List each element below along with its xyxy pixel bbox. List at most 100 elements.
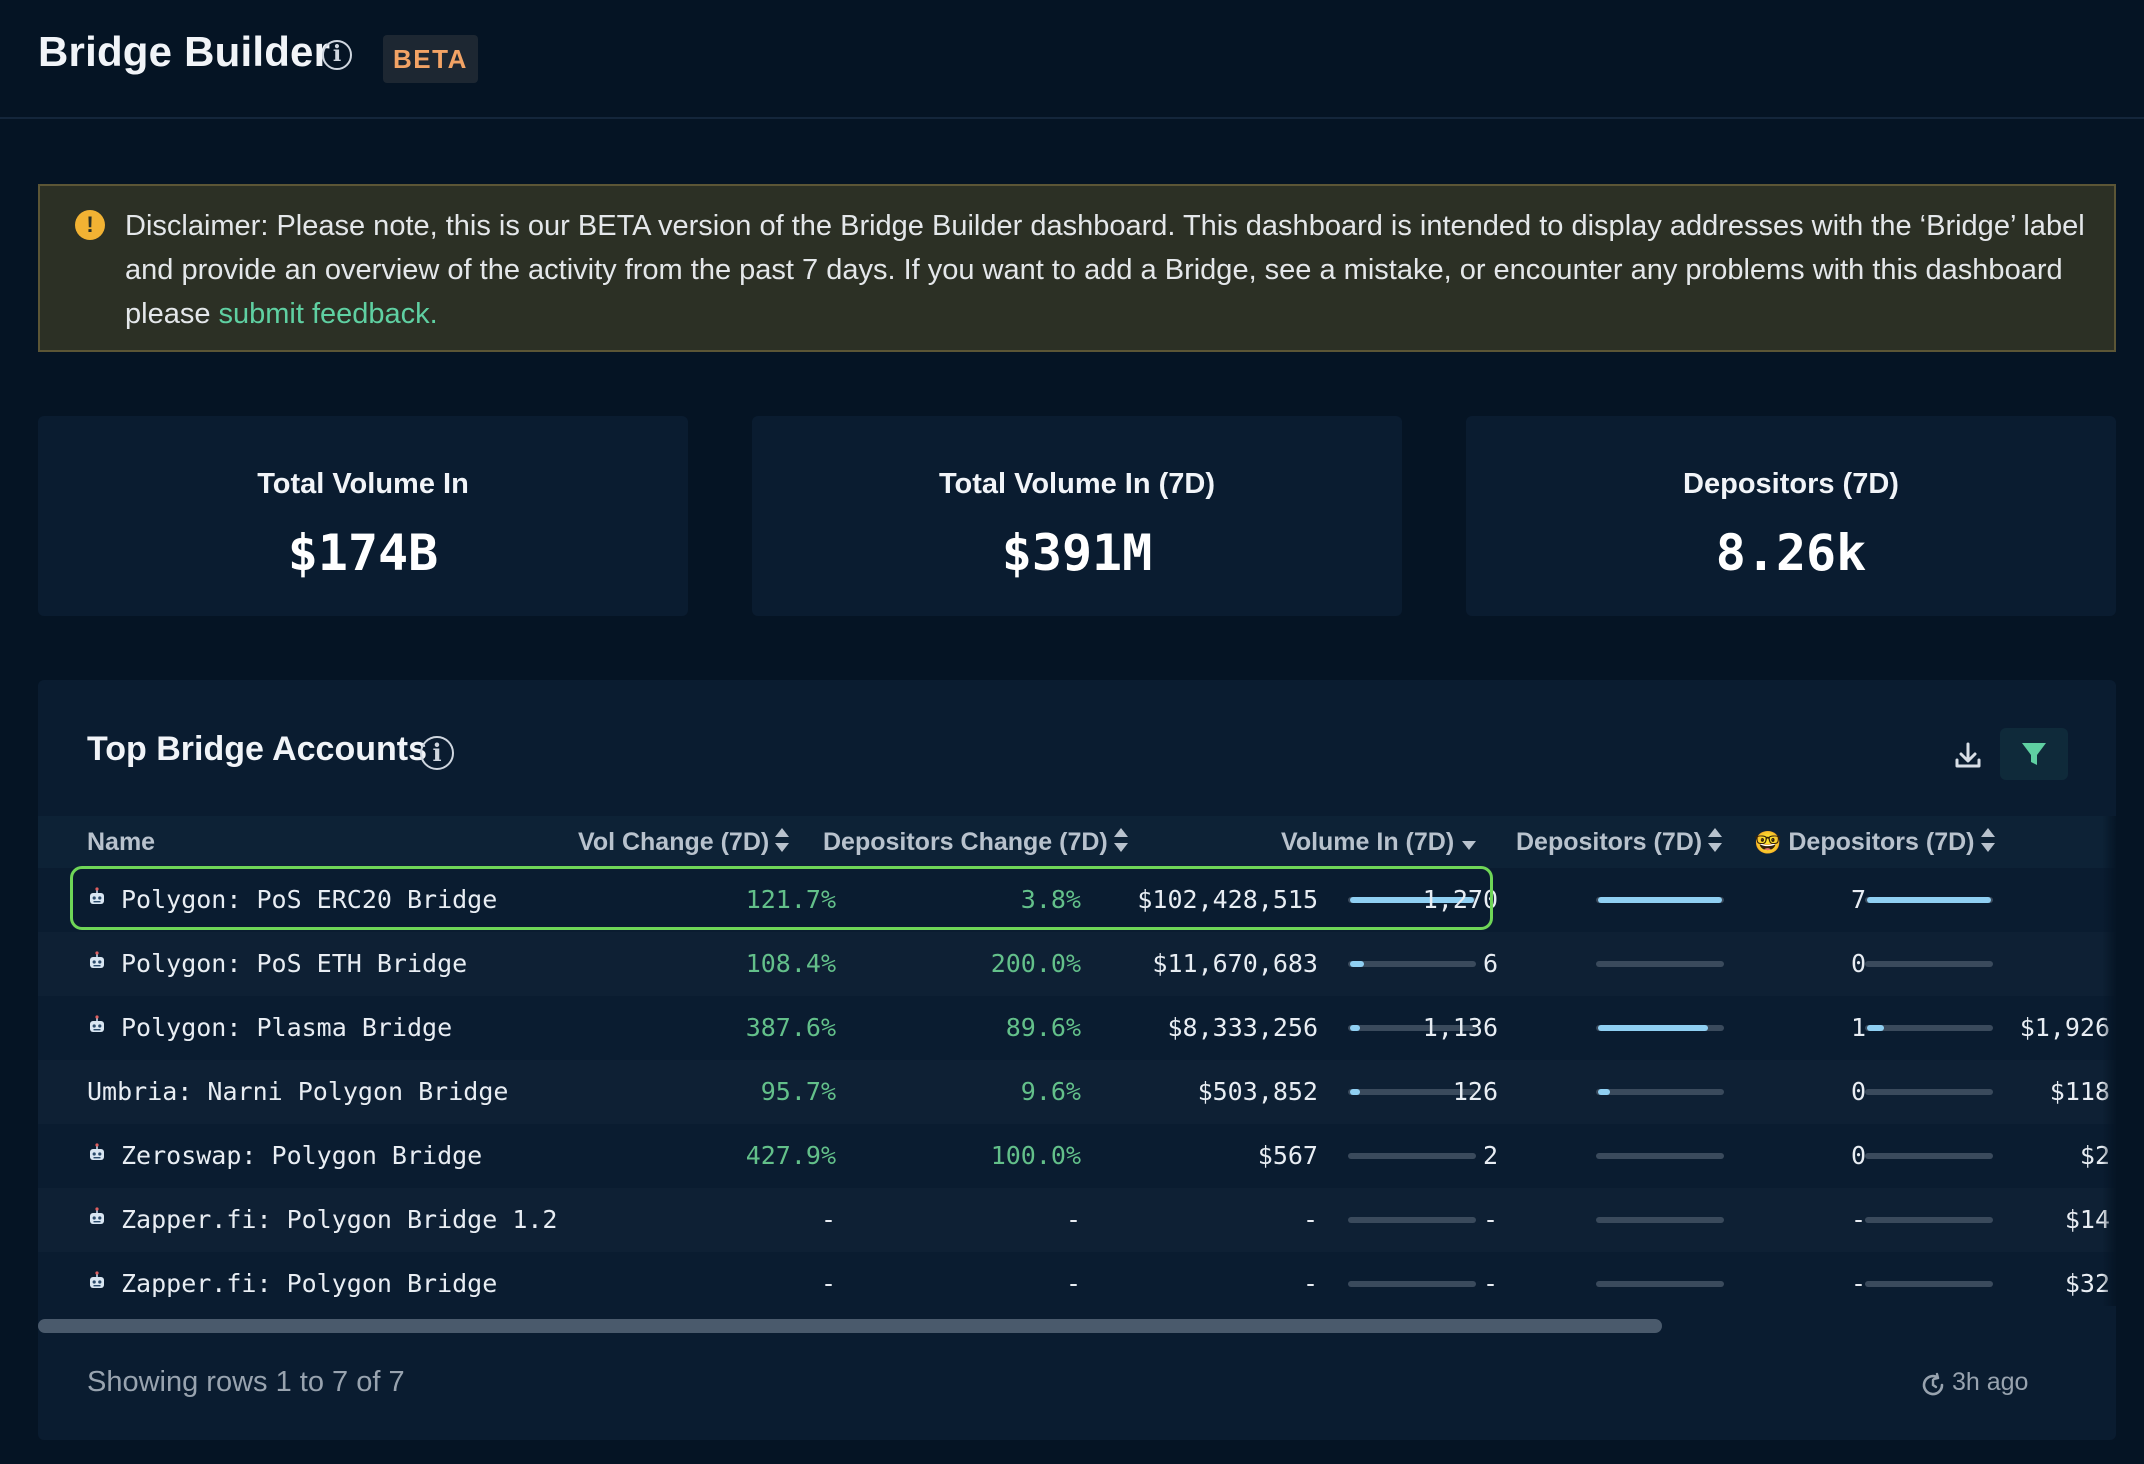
smart-depositors-value: 0 — [1850, 949, 1866, 978]
volume-in-value: $503,852 — [1197, 1077, 1318, 1106]
stat-label: Total Volume In (7D) — [938, 468, 1216, 500]
depositors-value: 126 — [1452, 1077, 1498, 1106]
download-icon[interactable] — [1946, 734, 1990, 778]
smart-depositors-bar — [1865, 1281, 1993, 1287]
col-header-volume-in[interactable]: Volume In (7D) — [1281, 816, 1477, 868]
stat-card-total-volume-7d: Total Volume In (7D) $391M — [752, 416, 1402, 616]
bridge-name[interactable]: Zapper.fi: Polygon Bridge 1.2 — [87, 1188, 558, 1252]
depositors-bar-fill — [1598, 897, 1722, 903]
vol-change-value: 427.9% — [745, 1141, 836, 1170]
horizontal-scrollbar[interactable] — [38, 1319, 2116, 1335]
col-header-depositors[interactable]: Depositors (7D) — [1516, 816, 1723, 868]
last-updated: 3h ago — [1952, 1368, 2029, 1396]
depositors-bar — [1596, 1025, 1724, 1031]
col-header-label: Depositors (7D) — [1516, 828, 1703, 856]
sort-icon — [1113, 828, 1128, 854]
smart-depositors-bar — [1865, 961, 1993, 967]
stat-value: $391M — [1001, 524, 1153, 582]
col-header-name[interactable]: Name — [87, 816, 155, 868]
dep-change-value: 100.0% — [990, 1141, 1081, 1170]
scrollbar-thumb[interactable] — [38, 1319, 1662, 1333]
dep-change-cell: 200.0% — [991, 932, 1081, 996]
dep-change-cell: - — [1066, 1188, 1081, 1252]
vol-change-cell: 387.6% — [746, 996, 836, 1060]
volume-in-bar — [1348, 1217, 1476, 1223]
pagination-info: Showing rows 1 to 7 of 7 — [87, 1366, 405, 1398]
col-header-depositors-change[interactable]: Depositors Change (7D) — [823, 816, 1128, 868]
smart-depositors-value: - — [1850, 1269, 1866, 1298]
bridge-name[interactable]: Polygon: PoS ETH Bridge — [87, 932, 467, 996]
depositors-bar — [1596, 1281, 1724, 1287]
bridge-name-text: Zeroswap: Polygon Bridge — [121, 1141, 483, 1170]
volume-in-bar — [1348, 1025, 1476, 1031]
bridge-name[interactable]: Polygon: Plasma Bridge — [87, 996, 452, 1060]
col-header-label: Depositors Change (7D) — [823, 828, 1108, 856]
table-row[interactable]: Polygon: Plasma Bridge 387.6% 89.6% $8,333,… — [38, 996, 2116, 1060]
depositors-bar — [1596, 1217, 1724, 1223]
vol-change-cell: 95.7% — [761, 1060, 836, 1124]
disclaimer-body: Disclaimer: Please note, this is our BET… — [125, 210, 2085, 330]
bridge-name-text: Polygon: Plasma Bridge — [121, 1013, 453, 1042]
depositors-value: - — [1482, 1205, 1498, 1234]
info-icon[interactable] — [322, 40, 352, 70]
bridge-name[interactable]: Umbria: Narni Polygon Bridge — [87, 1060, 508, 1124]
bridge-name[interactable]: Polygon: PoS ERC20 Bridge — [87, 868, 497, 932]
robot-icon — [90, 1207, 104, 1224]
disclaimer-banner: ! Disclaimer: Please note, this is our B… — [38, 184, 2116, 352]
volume-in-bar — [1348, 961, 1476, 967]
depositors-bar-fill — [1598, 1025, 1708, 1031]
sort-desc-icon — [1462, 840, 1477, 850]
vol-change-value: - — [820, 1205, 836, 1234]
stat-label: Total Volume In — [257, 468, 469, 500]
depositors-value: - — [1482, 1269, 1498, 1298]
page-title: Bridge Builder — [38, 28, 331, 75]
volume-in-value: $102,428,515 — [1137, 885, 1318, 914]
volume-in-value: $567 — [1257, 1141, 1318, 1170]
volume-in-value: $11,670,683 — [1152, 949, 1318, 978]
table-row[interactable]: Polygon: PoS ETH Bridge 108.4% 200.0% $11,6… — [38, 932, 2116, 996]
table-row[interactable]: Polygon: PoS ERC20 Bridge 121.7% 3.8% $102,… — [38, 868, 2116, 932]
robot-icon — [90, 1271, 104, 1288]
vol-change-cell: 121.7% — [746, 868, 836, 932]
disclaimer-text: Disclaimer: Please note, this is our BET… — [125, 204, 2085, 336]
table-row[interactable]: Zapper.fi: Polygon Bridge - - - - - $32 — [38, 1252, 2116, 1316]
submit-feedback-link[interactable]: submit feedback. — [218, 298, 438, 330]
bridge-name[interactable]: Zapper.fi: Polygon Bridge — [87, 1252, 497, 1316]
robot-icon — [90, 887, 104, 904]
vol-change-cell: 108.4% — [746, 932, 836, 996]
smart-depositors-bar — [1865, 1089, 1993, 1095]
col-header-smart-depositors[interactable]: 🤓 Depositors (7D) — [1754, 816, 1995, 868]
robot-icon — [90, 1015, 104, 1032]
table-row[interactable]: Zeroswap: Polygon Bridge 427.9% 100.0% $567… — [38, 1124, 2116, 1188]
smart-depositors-value: 7 — [1850, 885, 1866, 914]
info-icon[interactable] — [420, 736, 454, 770]
robot-icon — [90, 1143, 104, 1160]
col-header-vol-change[interactable]: Vol Change (7D) — [578, 816, 790, 868]
dep-change-value: - — [1065, 1269, 1081, 1298]
smart-depositors-bar — [1865, 1217, 1993, 1223]
depositors-value: 2 — [1482, 1141, 1498, 1170]
panel-title: Top Bridge Accounts — [87, 730, 427, 768]
nerd-emoji-icon: 🤓 — [1754, 830, 1782, 855]
filter-button[interactable] — [2000, 728, 2068, 780]
col-header-label: Depositors (7D) — [1788, 828, 1975, 856]
volume-in-bar-fill — [1350, 1025, 1360, 1031]
table-row[interactable]: Umbria: Narni Polygon Bridge 95.7% 9.6% $50… — [38, 1060, 2116, 1124]
vol-change-cell: - — [821, 1252, 836, 1316]
bridge-name-text: Zapper.fi: Polygon Bridge — [121, 1269, 498, 1298]
vol-change-value: 387.6% — [745, 1013, 836, 1042]
dep-change-cell: 100.0% — [991, 1124, 1081, 1188]
vol-change-value: 108.4% — [745, 949, 836, 978]
robot-icon — [90, 951, 104, 968]
volume-in-bar — [1348, 1153, 1476, 1159]
clock-icon — [1922, 1372, 1944, 1396]
smart-depositors-bar-fill — [1867, 1025, 1884, 1031]
bridge-name[interactable]: Zeroswap: Polygon Bridge — [87, 1124, 482, 1188]
table-header: Name Vol Change (7D) Depositors Change (… — [38, 816, 2116, 868]
col-header-label: Volume In (7D) — [1281, 828, 1455, 856]
vol-change-value: - — [820, 1269, 836, 1298]
depositors-bar — [1596, 1089, 1724, 1095]
table-row[interactable]: Zapper.fi: Polygon Bridge 1.2- - - - - $14 — [38, 1188, 2116, 1252]
depositors-bar — [1596, 1153, 1724, 1159]
stat-card-total-volume: Total Volume In $174B — [38, 416, 688, 616]
